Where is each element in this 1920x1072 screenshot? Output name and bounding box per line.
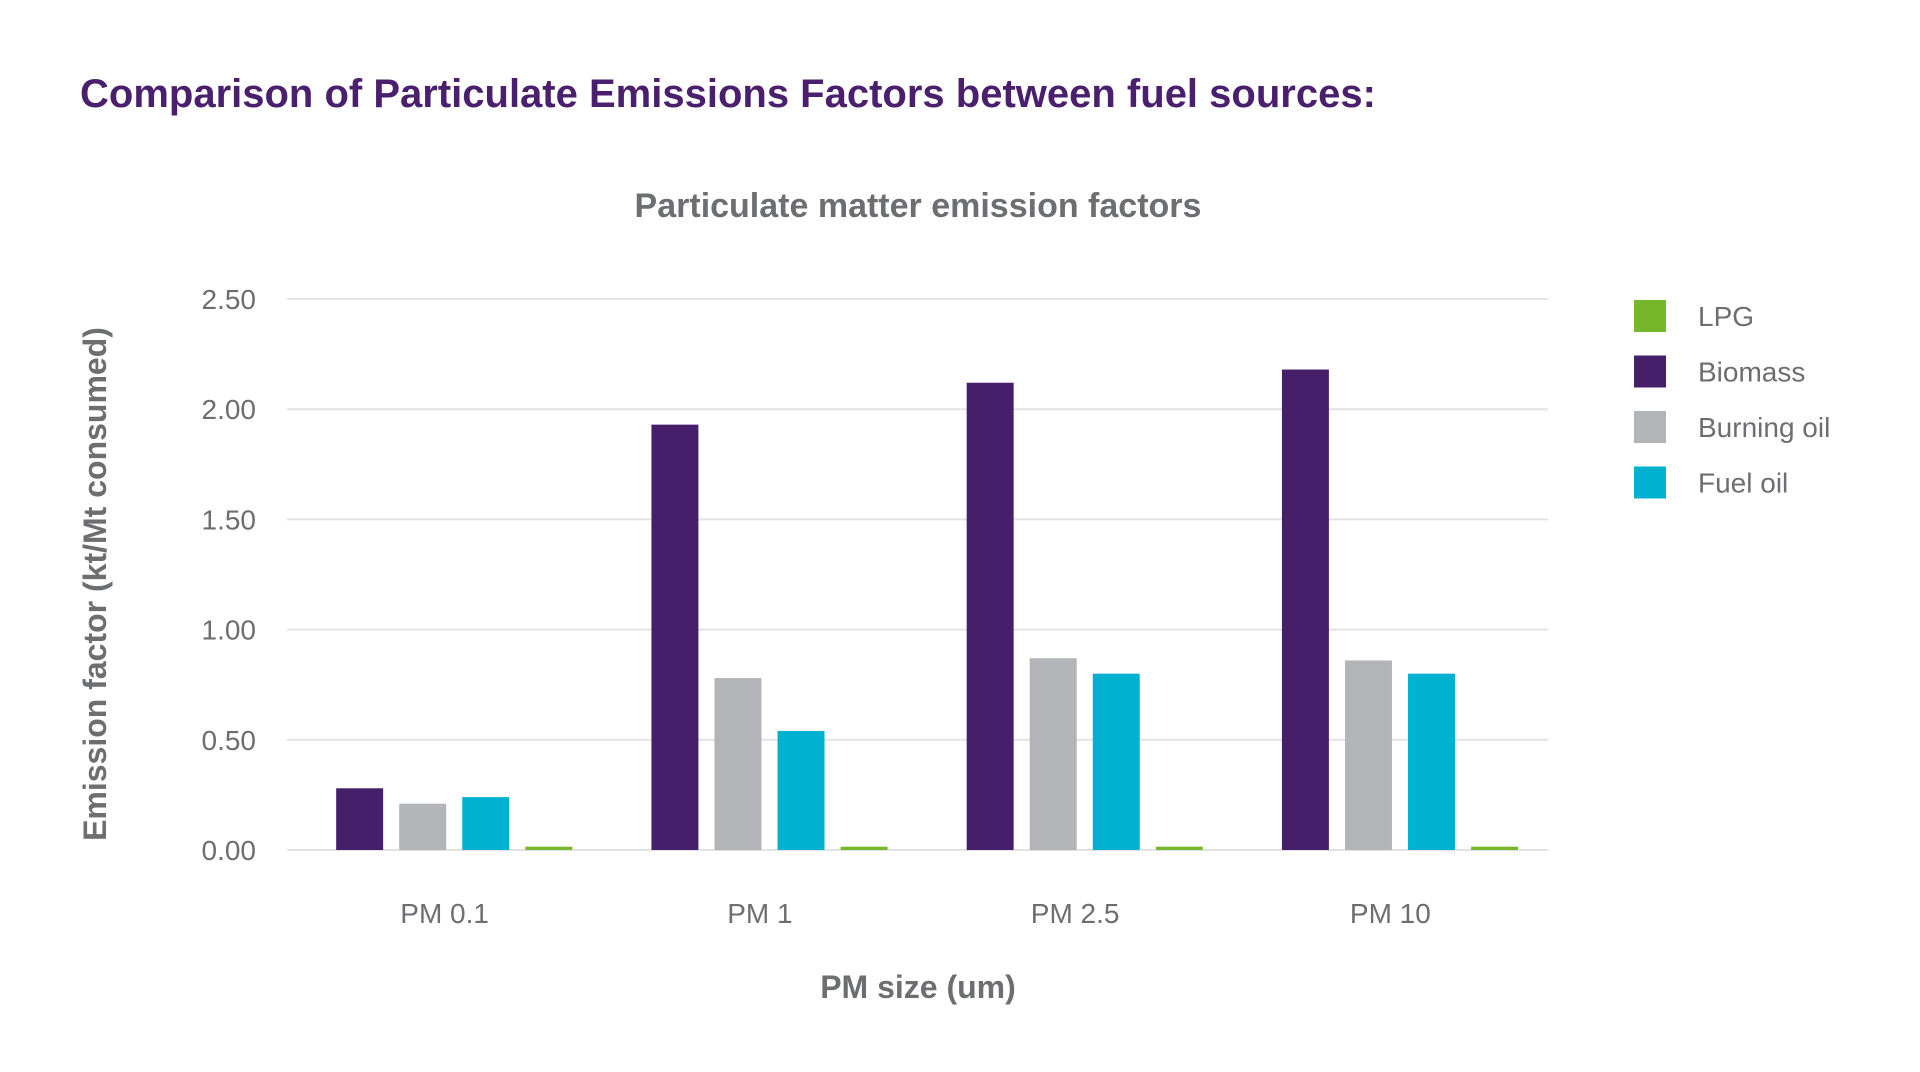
y-axis-title: Emission factor (kt/Mt consumed): [77, 327, 113, 841]
bar-fuel-oil: [462, 797, 510, 850]
chart-title: Particulate matter emission factors: [635, 187, 1202, 225]
x-tick-labels: PM 0.1 PM 1 PM 2.5 PM 10: [400, 898, 1431, 929]
bar-biomass: [966, 382, 1014, 850]
x-tick-label: PM 10: [1350, 898, 1431, 929]
legend-label: LPG: [1698, 301, 1754, 332]
bar-lpg: [1155, 846, 1203, 850]
bar-fuel-oil: [1092, 673, 1140, 850]
bar-biomass: [1281, 369, 1329, 850]
y-tick-label: 1.50: [202, 504, 257, 535]
y-tick-label: 0.00: [202, 835, 257, 866]
bar-lpg: [840, 846, 888, 850]
y-tick-labels: 0.00 0.50 1.00 1.50 2.00 2.50: [202, 284, 257, 866]
legend-swatch: [1634, 300, 1666, 332]
x-tick-label: PM 2.5: [1031, 898, 1120, 929]
bar-lpg: [525, 846, 573, 850]
bar-biomass: [336, 788, 384, 850]
x-tick-label: PM 0.1: [400, 898, 489, 929]
legend: LPG Biomass Burning oil Fuel oil: [1634, 300, 1830, 499]
legend-label: Fuel oil: [1698, 468, 1788, 499]
bar-burning-oil: [714, 678, 762, 850]
bar-burning-oil: [399, 803, 447, 850]
bars: [336, 369, 1519, 850]
y-tick-label: 1.00: [202, 615, 257, 646]
bar-fuel-oil: [777, 730, 825, 850]
legend-swatch: [1634, 355, 1666, 388]
y-tick-label: 0.50: [202, 725, 257, 756]
y-tick-label: 2.00: [202, 394, 257, 425]
bar-fuel-oil: [1408, 673, 1456, 850]
x-axis-title: PM size (um): [820, 969, 1016, 1005]
legend-label: Burning oil: [1698, 412, 1830, 443]
bar-burning-oil: [1029, 658, 1077, 850]
bar-burning-oil: [1344, 660, 1392, 850]
bar-lpg: [1471, 846, 1519, 850]
y-tick-label: 2.50: [202, 284, 257, 315]
bar-biomass: [651, 424, 699, 850]
page-title: Comparison of Particulate Emissions Fact…: [80, 72, 1376, 116]
legend-swatch: [1634, 411, 1666, 443]
legend-swatch: [1634, 466, 1666, 499]
legend-label: Biomass: [1698, 357, 1805, 388]
x-tick-label: PM 1: [727, 898, 792, 929]
